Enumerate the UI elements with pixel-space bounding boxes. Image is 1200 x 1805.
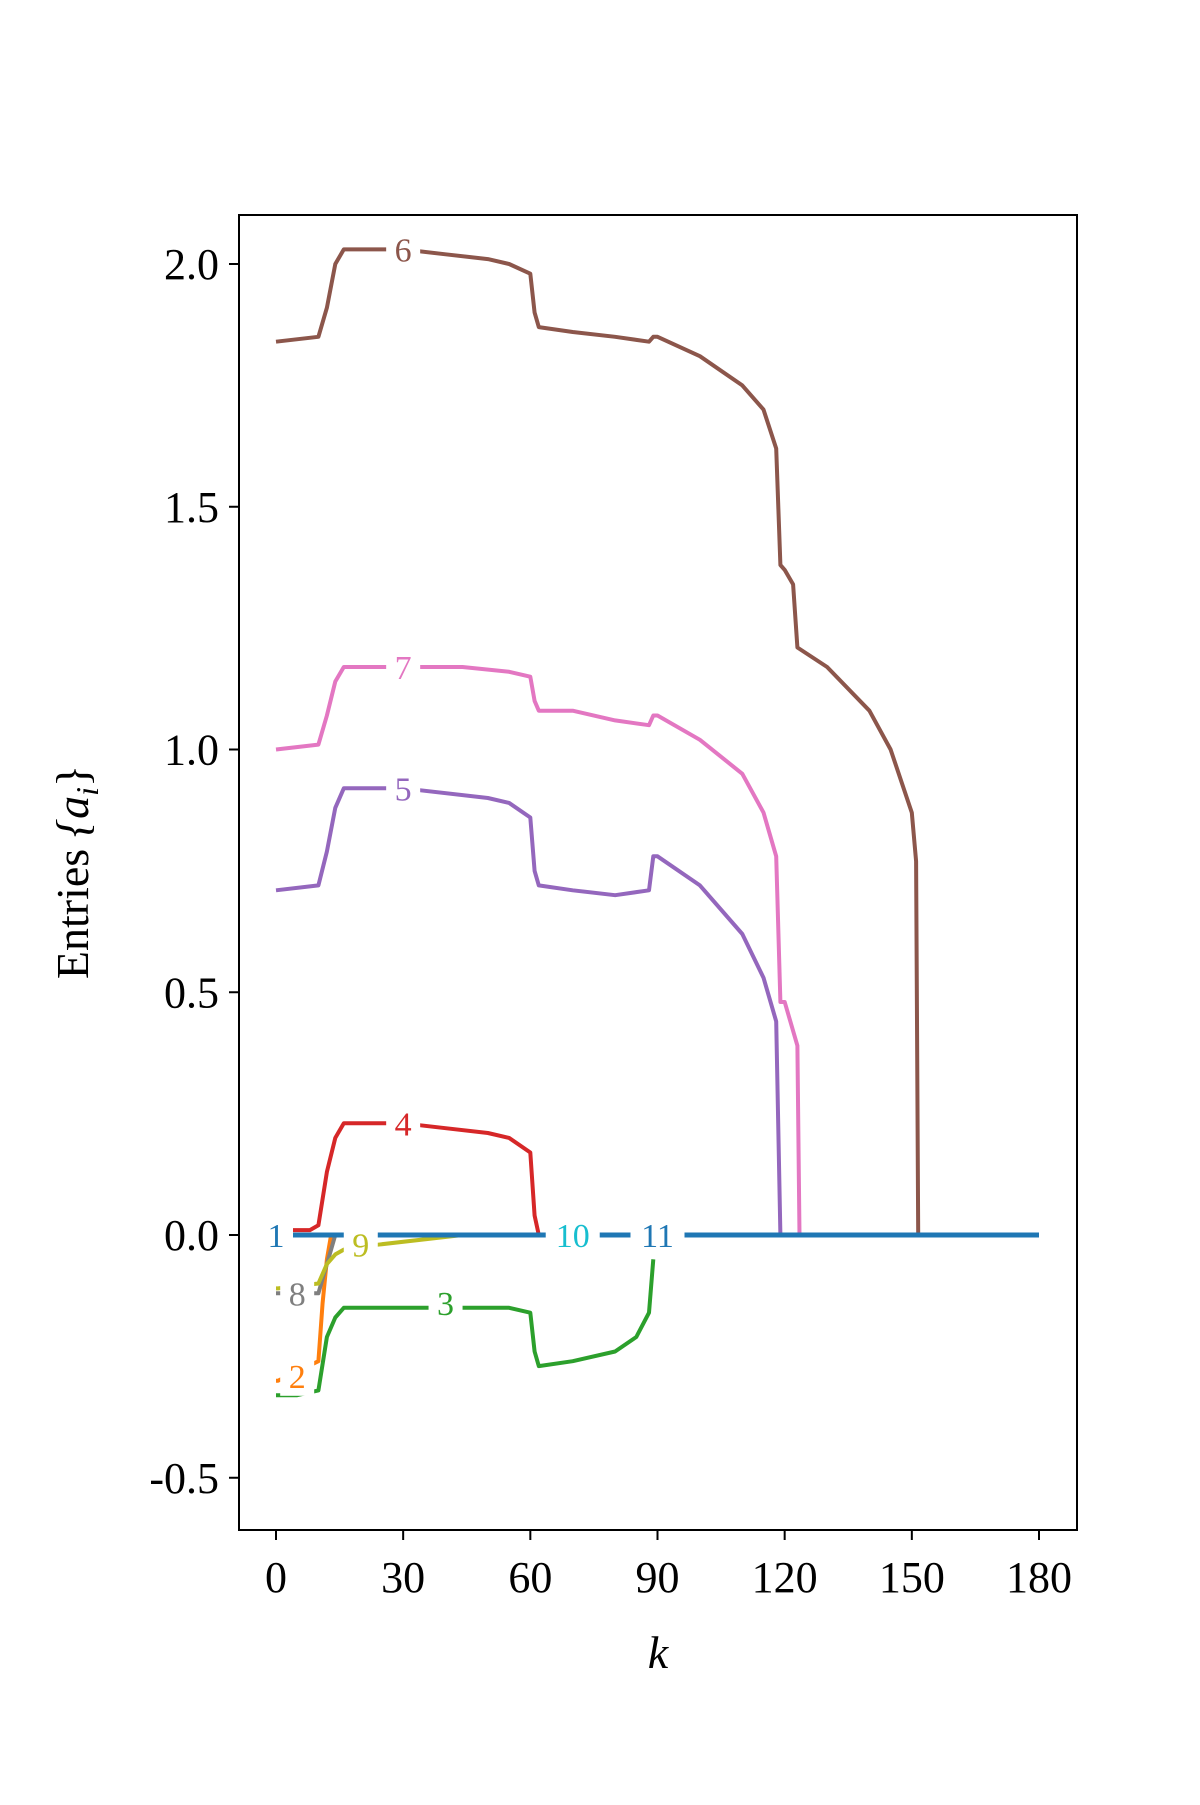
y-axis-label: Entries {ai} [47,765,105,979]
y-axis-label-math: {a [47,796,98,837]
series-label-bg-1 [259,1215,293,1255]
y-tick-label: 1.5 [164,483,219,532]
y-axis-label-text: Entries [47,837,98,979]
y-tick-label: 0.5 [164,968,219,1017]
y-axis-label-close: } [47,765,98,787]
series-label-11: 11 [641,1218,674,1255]
series-label-3: 3 [437,1286,454,1323]
y-tick-label: 0.0 [164,1211,219,1260]
series-label-8: 8 [289,1276,306,1313]
series-label-bg-4 [386,1103,421,1144]
y-tick-label: 2.0 [164,240,219,289]
x-tick-label: 150 [879,1553,945,1602]
x-tick-label: 120 [752,1553,818,1602]
series-label-9: 9 [352,1228,369,1265]
x-tick-label: 180 [1006,1553,1072,1602]
series-line-3 [276,1259,656,1398]
series-label-4: 4 [395,1106,412,1143]
series-line-7 [275,665,802,1236]
y-axis-ticks: -0.5 0.0 0.5 1.0 1.5 2.0 [149,240,239,1503]
x-tick-label: 60 [508,1553,552,1602]
y-axis-label-subscript: i [69,787,105,796]
series-label-bg-8 [280,1273,315,1314]
series-label-bg-9 [343,1224,378,1265]
y-tick-label: 1.0 [164,726,219,775]
series-label-bg-2 [280,1355,315,1396]
series-label-bg-11 [630,1215,685,1255]
series-label-10: 10 [556,1218,590,1255]
series-label-bg-7 [386,646,421,687]
series-label-bg-6 [386,229,421,270]
series-label-6: 6 [395,232,412,269]
series-label-5: 5 [395,771,412,808]
x-tick-label: 30 [381,1553,425,1602]
y-tick-label: -0.5 [149,1454,219,1503]
x-tick-label: 90 [636,1553,680,1602]
series-label-bg-3 [428,1282,463,1323]
x-axis-label: k [648,1627,670,1678]
series-label-bg-10 [545,1215,600,1255]
series-label-bg-5 [386,768,421,809]
x-tick-label: 0 [265,1553,287,1602]
series-label-7: 7 [395,650,412,687]
x-axis-ticks: 0 30 60 90 120 150 180 [265,1530,1072,1602]
series-label-2: 2 [289,1359,306,1396]
series-label-1: 1 [268,1218,285,1255]
series-line-5 [275,786,783,1236]
